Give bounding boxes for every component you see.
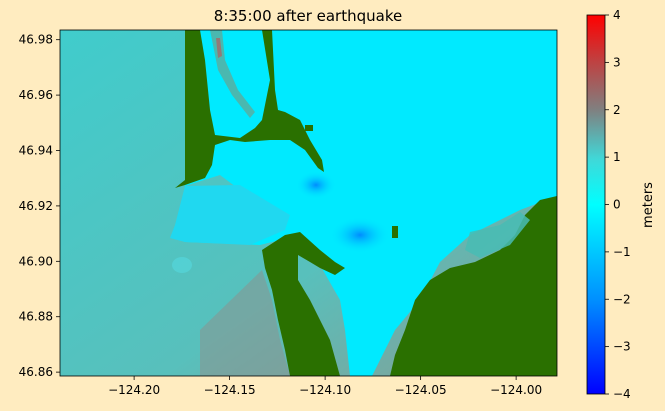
deep-spot-3 bbox=[172, 257, 192, 273]
y-tick-label: 46.94 bbox=[19, 144, 53, 158]
south-shore-gray bbox=[200, 270, 290, 376]
colorbar-tick-label: 1 bbox=[613, 150, 621, 164]
southeast-land bbox=[390, 196, 557, 376]
island-2 bbox=[305, 125, 313, 131]
colorbar-tick-label: −4 bbox=[613, 387, 631, 401]
colorbar-tick-label: −2 bbox=[613, 292, 631, 306]
deep-spot-2 bbox=[330, 217, 390, 253]
north-spit-land bbox=[175, 30, 324, 188]
colorbar-tick-label: −3 bbox=[613, 340, 631, 354]
colorbar-tick-label: 2 bbox=[613, 103, 621, 117]
map-area bbox=[60, 30, 557, 376]
y-tick-label: 46.98 bbox=[19, 33, 53, 47]
x-axis-ticks: −124.20 −124.15 −124.10 −124.05 −124.00 bbox=[108, 376, 542, 397]
deep-spot-1 bbox=[296, 171, 336, 199]
x-tick-label: −124.15 bbox=[204, 383, 256, 397]
chart-title: 8:35:00 after earthquake bbox=[214, 7, 402, 25]
y-tick-label: 46.92 bbox=[19, 199, 53, 213]
x-tick-label: −124.20 bbox=[108, 383, 160, 397]
colorbar-ticks: 4 3 2 1 0 −1 −2 −3 −4 bbox=[605, 8, 631, 401]
y-tick-label: 46.88 bbox=[19, 310, 53, 324]
east-shelf bbox=[465, 212, 530, 258]
south-spit-land bbox=[262, 232, 345, 376]
colorbar bbox=[586, 14, 606, 395]
colorbar-tick-label: 0 bbox=[613, 198, 621, 212]
colorbar-tick-label: 4 bbox=[613, 8, 621, 22]
x-tick-label: −124.05 bbox=[395, 383, 447, 397]
plot-frame bbox=[59, 29, 558, 377]
north-lagoon-red bbox=[216, 38, 222, 58]
colorbar-tick-label: −1 bbox=[613, 245, 631, 259]
y-tick-label: 46.96 bbox=[19, 88, 53, 102]
x-tick-label: −124.10 bbox=[299, 383, 351, 397]
island-1 bbox=[392, 226, 398, 238]
y-axis-ticks: 46.86 46.88 46.90 46.92 46.94 46.96 46.98 bbox=[19, 33, 60, 379]
y-tick-label: 46.90 bbox=[19, 254, 53, 268]
y-tick-label: 46.86 bbox=[19, 365, 53, 379]
colorbar-label: meters bbox=[641, 182, 656, 228]
x-tick-label: −124.00 bbox=[490, 383, 542, 397]
entrance-channel bbox=[170, 185, 290, 245]
colorbar-tick-label: 3 bbox=[613, 55, 621, 69]
